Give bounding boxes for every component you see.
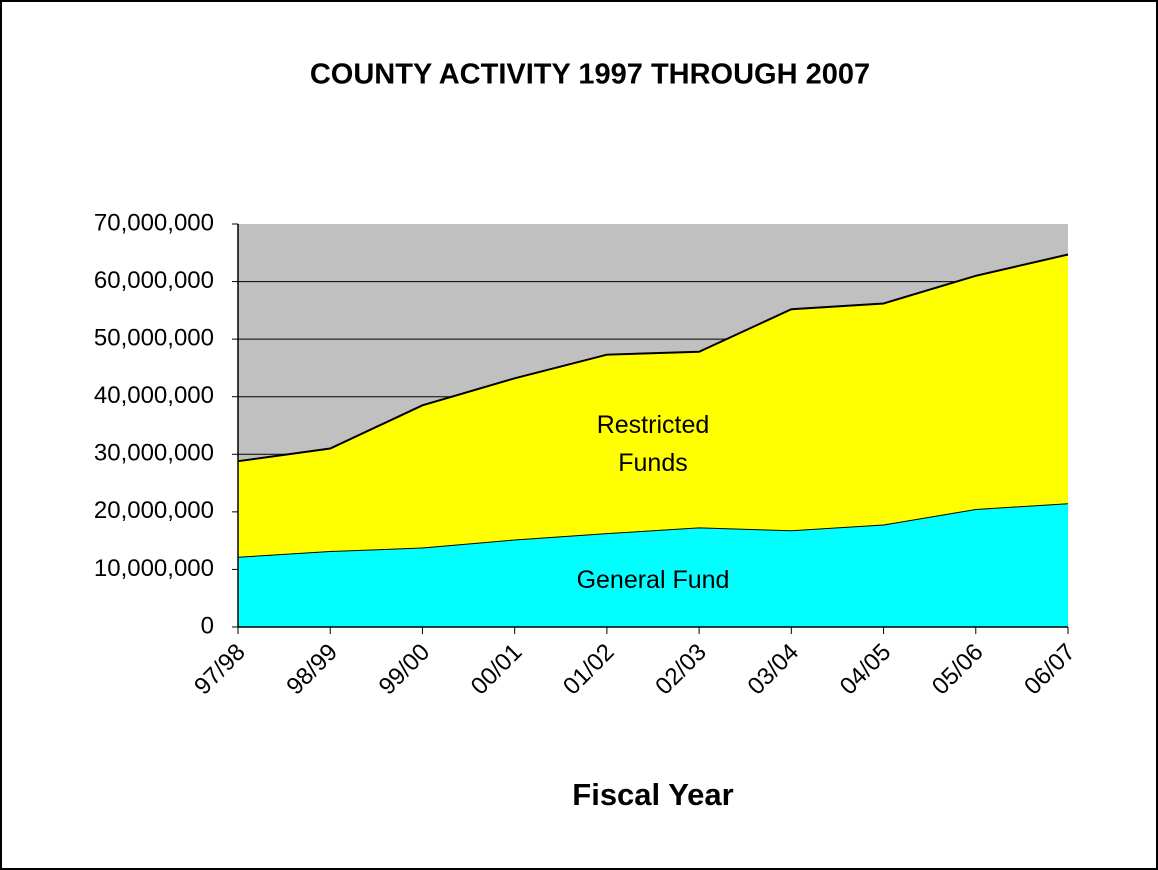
y-tick-label: 50,000,000	[94, 324, 214, 351]
y-tick-label: 0	[201, 612, 214, 639]
area-line	[237, 253, 1069, 463]
chart-title: COUNTY ACTIVITY 1997 THROUGH 2007	[310, 59, 870, 91]
y-tick-label: 20,000,000	[94, 497, 214, 524]
y-tick-label: 40,000,000	[94, 382, 214, 409]
y-tick-label: 30,000,000	[94, 440, 214, 467]
area-label: Restricted Funds	[596, 410, 710, 477]
area	[238, 503, 1068, 627]
y-tick-label: 60,000,000	[94, 267, 214, 294]
x-axis-label: Fiscal Year	[572, 777, 733, 812]
area	[238, 254, 1068, 557]
y-tick-label: 10,000,000	[94, 555, 214, 582]
y-tick-label: 70,000,000	[94, 209, 214, 236]
area-label: General Fund	[576, 566, 730, 595]
